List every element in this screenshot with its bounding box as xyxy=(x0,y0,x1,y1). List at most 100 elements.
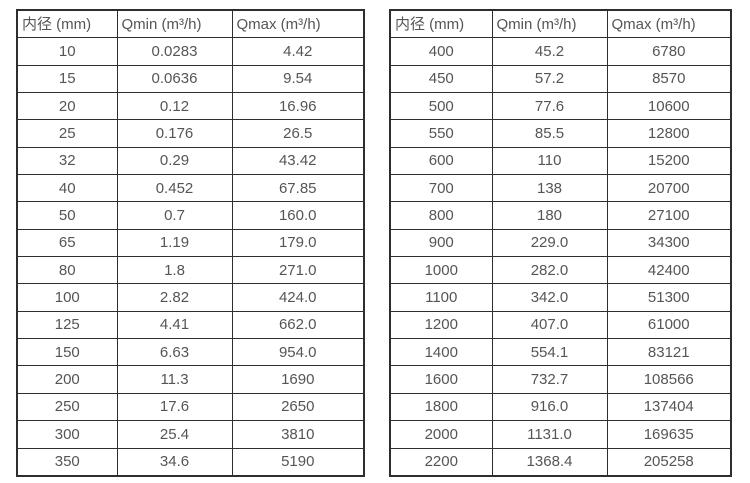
table-row: 25 0.176 26.5 xyxy=(16,119,365,148)
table-cell: 1368.4 xyxy=(491,447,608,477)
table-cell: 400 xyxy=(389,37,493,66)
table-row: 600 110 15200 xyxy=(389,146,732,176)
table-cell: 1131.0 xyxy=(491,420,608,449)
table-cell: 200 xyxy=(16,365,118,394)
table-row: 50 0.7 160.0 xyxy=(16,201,365,230)
table-cell: 424.0 xyxy=(231,283,365,312)
col-header-diameter: 内径 (mm) xyxy=(389,9,493,39)
table-cell: 169635 xyxy=(606,420,732,449)
table-cell: 300 xyxy=(16,420,118,449)
col-header-qmax: Qmax (m³/h) xyxy=(231,9,365,39)
table-cell: 25 xyxy=(16,119,118,148)
table-cell: 1800 xyxy=(389,392,493,422)
table-row: 700 138 20700 xyxy=(389,174,732,203)
table-cell: 179.0 xyxy=(231,228,365,258)
table-cell: 0.12 xyxy=(116,92,233,121)
table-cell: 1100 xyxy=(389,283,493,312)
table-cell: 954.0 xyxy=(231,338,365,367)
table-cell: 61000 xyxy=(606,310,732,340)
table-row: 1600 732.7 108566 xyxy=(389,365,732,394)
table-row: 1100 342.0 51300 xyxy=(389,283,732,312)
table-cell: 0.0636 xyxy=(116,64,233,94)
table-cell: 108566 xyxy=(606,365,732,394)
table-cell: 40 xyxy=(16,174,118,203)
table-cell: 45.2 xyxy=(491,37,608,66)
table-header-row: 内径 (mm) Qmin (m³/h) Qmax (m³/h) xyxy=(16,9,365,39)
table-cell: 1600 xyxy=(389,365,493,394)
table-cell: 34300 xyxy=(606,228,732,258)
table-cell: 160.0 xyxy=(231,201,365,230)
table-cell: 125 xyxy=(16,310,118,340)
table-row: 400 45.2 6780 xyxy=(389,37,732,66)
col-header-qmax: Qmax (m³/h) xyxy=(606,9,732,39)
table-cell: 900 xyxy=(389,228,493,258)
table-cell: 5190 xyxy=(231,447,365,477)
table-cell: 180 xyxy=(491,201,608,230)
table-cell: 4.41 xyxy=(116,310,233,340)
table-row: 2000 1131.0 169635 xyxy=(389,420,732,449)
table-row: 32 0.29 43.42 xyxy=(16,146,365,176)
table-row: 1400 554.1 83121 xyxy=(389,338,732,367)
table-cell: 8570 xyxy=(606,64,732,94)
table-cell: 2650 xyxy=(231,392,365,422)
table-cell: 1000 xyxy=(389,256,493,285)
table-cell: 700 xyxy=(389,174,493,203)
table-cell: 662.0 xyxy=(231,310,365,340)
table-cell: 43.42 xyxy=(231,146,365,176)
table-cell: 800 xyxy=(389,201,493,230)
table-cell: 27100 xyxy=(606,201,732,230)
table-row: 450 57.2 8570 xyxy=(389,64,732,94)
col-header-qmin: Qmin (m³/h) xyxy=(116,9,233,39)
table-row: 125 4.41 662.0 xyxy=(16,310,365,340)
table-row: 800 180 27100 xyxy=(389,201,732,230)
table-cell: 32 xyxy=(16,146,118,176)
table-cell: 10600 xyxy=(606,92,732,121)
table-row: 300 25.4 3810 xyxy=(16,420,365,449)
table-cell: 150 xyxy=(16,338,118,367)
table-cell: 12800 xyxy=(606,119,732,148)
table-row: 250 17.6 2650 xyxy=(16,392,365,422)
table-row: 40 0.452 67.85 xyxy=(16,174,365,203)
table-cell: 15200 xyxy=(606,146,732,176)
table-cell: 1200 xyxy=(389,310,493,340)
table-cell: 34.6 xyxy=(116,447,233,477)
table-row: 550 85.5 12800 xyxy=(389,119,732,148)
table-cell: 65 xyxy=(16,228,118,258)
table-cell: 916.0 xyxy=(491,392,608,422)
table-cell: 110 xyxy=(491,146,608,176)
table-cell: 282.0 xyxy=(491,256,608,285)
table-row: 2200 1368.4 205258 xyxy=(389,447,732,477)
table-row: 80 1.8 271.0 xyxy=(16,256,365,285)
flow-spec-table-left: 内径 (mm) Qmin (m³/h) Qmax (m³/h) 10 0.0283… xyxy=(16,9,365,477)
table-cell: 0.0283 xyxy=(116,37,233,66)
col-header-diameter: 内径 (mm) xyxy=(16,9,118,39)
table-row: 900 229.0 34300 xyxy=(389,228,732,258)
table-cell: 77.6 xyxy=(491,92,608,121)
table-cell: 2.82 xyxy=(116,283,233,312)
table-row: 10 0.0283 4.42 xyxy=(16,37,365,66)
table-row: 150 6.63 954.0 xyxy=(16,338,365,367)
table-cell: 85.5 xyxy=(491,119,608,148)
table-row: 20 0.12 16.96 xyxy=(16,92,365,121)
table-cell: 50 xyxy=(16,201,118,230)
table-cell: 600 xyxy=(389,146,493,176)
table-cell: 6.63 xyxy=(116,338,233,367)
table-cell: 138 xyxy=(491,174,608,203)
table-cell: 1.19 xyxy=(116,228,233,258)
table-row: 100 2.82 424.0 xyxy=(16,283,365,312)
table-cell: 250 xyxy=(16,392,118,422)
table-cell: 51300 xyxy=(606,283,732,312)
table-cell: 205258 xyxy=(606,447,732,477)
table-cell: 229.0 xyxy=(491,228,608,258)
table-cell: 554.1 xyxy=(491,338,608,367)
table-cell: 20700 xyxy=(606,174,732,203)
table-cell: 42400 xyxy=(606,256,732,285)
table-cell: 3810 xyxy=(231,420,365,449)
table-cell: 271.0 xyxy=(231,256,365,285)
table-row: 15 0.0636 9.54 xyxy=(16,64,365,94)
table-cell: 17.6 xyxy=(116,392,233,422)
table-cell: 100 xyxy=(16,283,118,312)
table-cell: 350 xyxy=(16,447,118,477)
table-cell: 2000 xyxy=(389,420,493,449)
